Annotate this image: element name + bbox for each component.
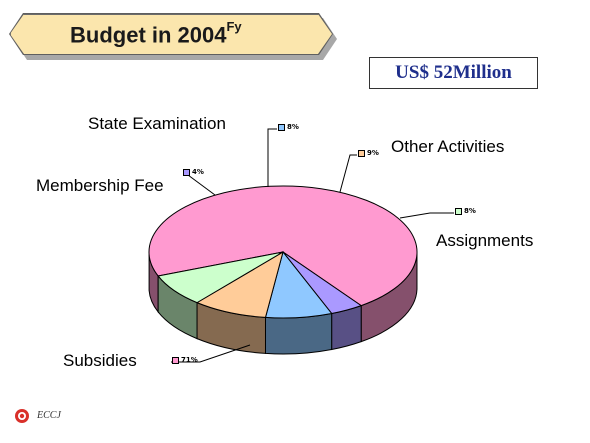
eccj-logo-icon <box>15 409 29 423</box>
leader-line-assignments <box>399 212 454 219</box>
slice-label-other-activities: Other Activities <box>391 137 505 156</box>
leader-line-subsidies <box>171 344 251 363</box>
pct-value: 71% <box>181 356 198 364</box>
pct-swatch <box>172 356 179 364</box>
pct-label-state-examination: 8% <box>278 123 299 131</box>
pct-label-other-activities: 9% <box>358 149 379 157</box>
pct-value: 8% <box>287 123 299 131</box>
total-amount-box: US$ 52Million <box>369 57 538 89</box>
leader-line-other-activities <box>339 154 357 193</box>
slice-label-membership-fee: Membership Fee <box>36 176 164 195</box>
slice-label-state-examination: State Examination <box>88 114 226 133</box>
pct-swatch <box>358 149 365 157</box>
pct-label-membership-fee: 4% <box>183 168 204 176</box>
pct-swatch <box>455 207 462 215</box>
page-title: Budget in 2004Fy <box>70 19 242 48</box>
pct-value: 8% <box>464 207 476 215</box>
pie-slice-assignments <box>157 251 284 304</box>
title-banner <box>10 14 332 54</box>
footer-org-name: ECCJ <box>37 410 61 421</box>
pct-value: 9% <box>367 149 379 157</box>
pct-swatch <box>278 123 285 131</box>
leader-line-membership-fee <box>187 174 216 196</box>
pct-swatch <box>183 168 190 176</box>
slice-label-subsidies: Subsidies <box>63 351 137 370</box>
pie-side-state-examination <box>264 312 333 355</box>
slice-label-assignments: Assignments <box>436 231 534 250</box>
page-title-text: Budget in 2004 <box>70 22 227 48</box>
pie-slice-subsidies <box>148 185 418 307</box>
pct-value: 4% <box>192 168 204 176</box>
pct-label-assignments: 8% <box>455 207 476 215</box>
page-title-superscript: Fy <box>226 19 242 34</box>
pct-label-subsidies: 71% <box>172 356 198 364</box>
leader-line-state-examination <box>267 128 277 187</box>
